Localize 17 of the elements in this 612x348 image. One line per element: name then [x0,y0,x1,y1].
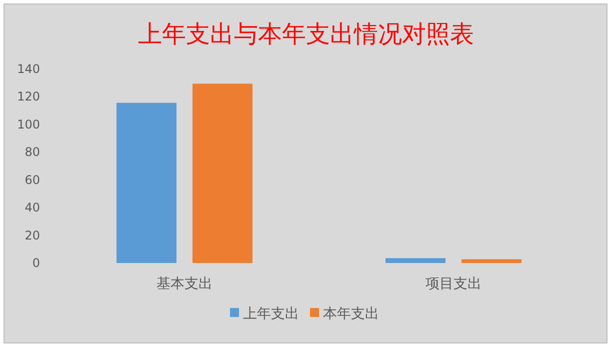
y-tick-label: 140 [17,62,40,76]
chart-title: 上年支出与本年支出情况对照表 [138,20,474,48]
bar [192,84,252,263]
y-tick-label: 120 [17,90,40,104]
x-tick-label: 项目支出 [426,276,482,292]
y-tick-label: 0 [32,256,40,270]
y-tick-label: 100 [17,117,40,132]
legend-label: 本年支出 [323,306,379,322]
y-tick-label: 60 [24,172,40,187]
bar [462,259,522,263]
bar [386,258,446,263]
y-tick-label: 40 [24,200,40,215]
legend-label: 上年支出 [243,306,299,322]
bar [116,102,176,263]
y-tick-label: 20 [24,228,40,242]
y-tick-label: 80 [24,145,40,160]
x-tick-label: 基本支出 [156,276,212,292]
